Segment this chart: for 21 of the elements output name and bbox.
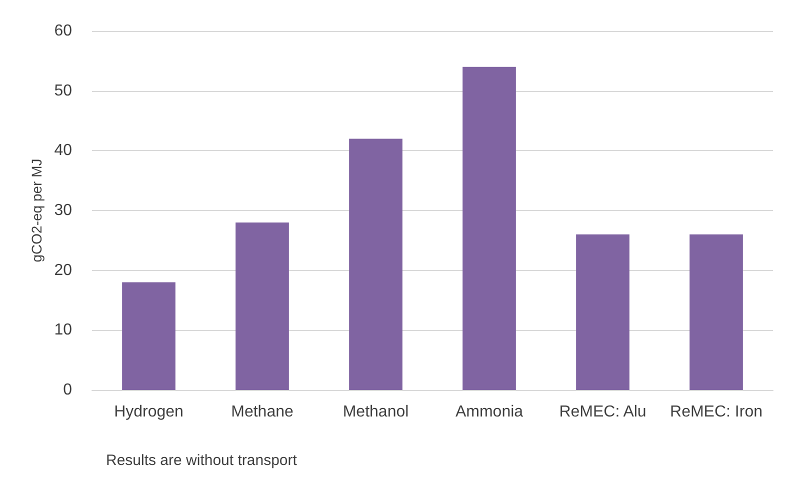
y-tick-label: 60 [54, 22, 72, 40]
text: Results are without transport [106, 452, 298, 469]
x-tick-label: Methanol [342, 404, 409, 420]
x-tick-label: Ammonia [455, 404, 524, 420]
x-tick-label: ReMEC: Iron [670, 404, 762, 420]
bar [349, 138, 402, 390]
y-axis-title: gCO2-eq per MJ [28, 158, 44, 262]
y-tick-label: 20 [54, 262, 72, 279]
x-tick-label: Hydrogen [114, 404, 184, 420]
bar [690, 234, 743, 390]
x-tick-label: ReMEC: Alu [559, 404, 646, 420]
bar [576, 234, 630, 390]
y-tick-label: 10 [54, 322, 72, 339]
y-tick-label: 40 [54, 142, 72, 160]
y-tick-label: 30 [54, 202, 72, 219]
bar [236, 222, 289, 390]
x-tick-label: Methane [231, 404, 294, 420]
bar [462, 66, 516, 390]
y-tick-label: 0 [63, 382, 72, 398]
bar [122, 282, 176, 390]
y-tick-label: 50 [54, 82, 72, 100]
